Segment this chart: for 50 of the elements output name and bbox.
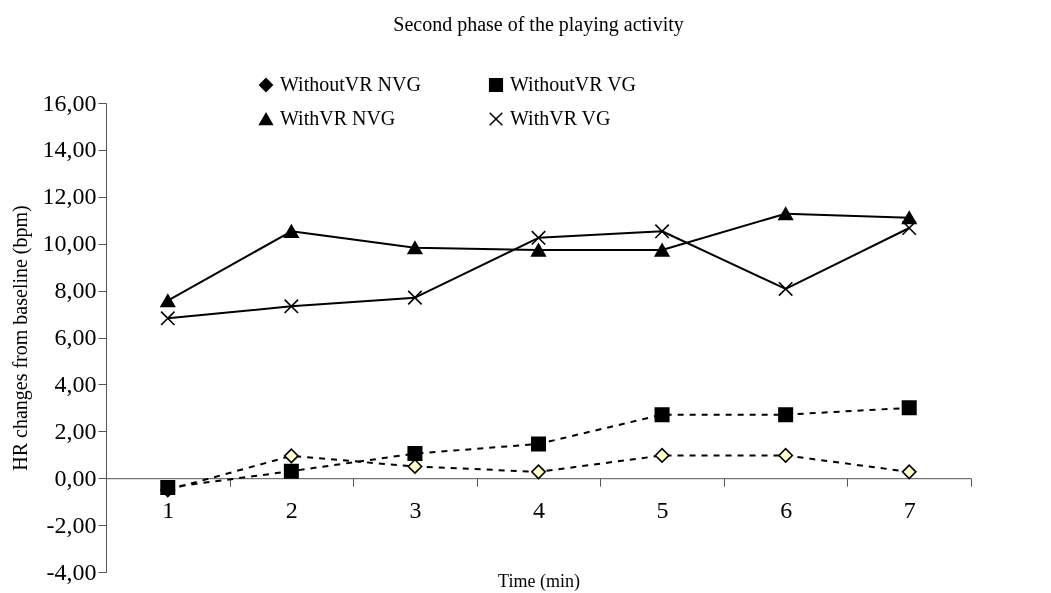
point — [654, 447, 670, 463]
point — [283, 463, 299, 479]
point — [778, 447, 794, 463]
point — [778, 281, 794, 297]
y-tick-label: 14,00 — [42, 136, 97, 163]
point — [901, 220, 917, 236]
x-tick-label: 2 — [285, 496, 298, 523]
legend-label: WithVR VG — [510, 107, 611, 129]
x-tick-label: 3 — [409, 496, 422, 523]
y-tick-label: -2,00 — [46, 511, 97, 538]
legend-label: WithoutVR VG — [510, 73, 637, 95]
point — [778, 207, 794, 221]
point — [901, 211, 917, 225]
point — [654, 407, 670, 423]
point — [778, 407, 794, 423]
y-axis-title: HR changes from baseline (bpm) — [8, 205, 32, 471]
x-axis-title: Time (min) — [498, 570, 580, 592]
y-tick-label: 4,00 — [54, 370, 97, 397]
y-tick-label: 2,00 — [54, 417, 97, 444]
y-tick-label: 8,00 — [54, 277, 97, 304]
point — [160, 310, 176, 326]
x-tick-label: 5 — [656, 496, 669, 523]
point — [530, 436, 547, 452]
y-tick-label: -4,00 — [46, 558, 97, 585]
point — [901, 400, 917, 416]
point — [530, 243, 547, 257]
y-tick-label: 12,00 — [42, 183, 97, 210]
y-tick-label: 16,00 — [42, 89, 97, 116]
legend-label: WithoutVR NVG — [280, 73, 421, 95]
y-tick-label: 10,00 — [42, 230, 97, 257]
point — [530, 230, 547, 246]
y-tick-label: 0,00 — [54, 464, 97, 491]
chart-title: Second phase of the playing activity — [393, 13, 684, 36]
x-tick-label: 1 — [162, 496, 175, 523]
x-tick-label: 4 — [533, 496, 545, 523]
y-tick-label: 6,00 — [54, 324, 97, 350]
point — [283, 298, 299, 314]
point — [654, 243, 670, 257]
legend-label: WithVR NVG — [280, 107, 396, 129]
point — [901, 464, 917, 480]
point — [283, 448, 299, 464]
point — [654, 223, 670, 239]
point — [160, 294, 176, 308]
x-tick-label: 6 — [780, 496, 793, 523]
point — [530, 464, 547, 480]
point — [407, 241, 423, 255]
point — [283, 224, 299, 238]
point — [407, 446, 423, 462]
x-tick-label: 7 — [903, 496, 916, 523]
point — [407, 290, 423, 306]
